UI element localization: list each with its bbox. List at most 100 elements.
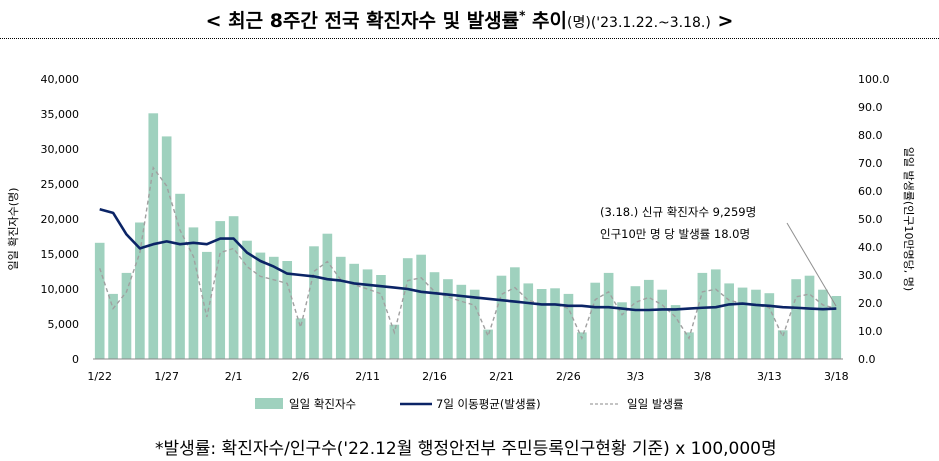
- bar-48: [737, 287, 748, 359]
- x-tick-label-7: 2/26: [556, 370, 581, 383]
- bar-38: [603, 272, 614, 359]
- bar-46: [710, 269, 721, 359]
- x-tick-label-0: 1/22: [87, 370, 112, 383]
- annotation-line-1: (3.18.) 신규 확진자수 9,259명: [600, 205, 756, 219]
- bar-17: [322, 233, 333, 359]
- bar-3: [135, 222, 145, 359]
- bar-51: [777, 330, 788, 359]
- bar-31: [510, 267, 520, 359]
- bar-24: [416, 254, 426, 359]
- bar-34: [550, 288, 560, 359]
- bar-45: [697, 272, 708, 359]
- x-tick-label-4: 2/11: [355, 370, 380, 383]
- bar-0: [94, 242, 105, 359]
- y2-tick-label-8: 80.0: [858, 129, 883, 142]
- bar-20: [362, 269, 373, 359]
- combo-chart: 0 5,000 10,000 15,000 20,000 25,000 30,000 35,0…: [6, 73, 916, 411]
- x-tick-label-10: 3/13: [757, 370, 782, 383]
- y-tick-label-5: 25,000: [41, 178, 80, 191]
- y2-tick-label-6: 60.0: [858, 185, 883, 198]
- bar-19: [349, 263, 359, 359]
- bar-43: [670, 305, 681, 359]
- bar-47: [724, 283, 734, 359]
- y-tick-label-6: 30,000: [41, 143, 80, 156]
- bar-32: [523, 283, 534, 359]
- footnote: *발생률: 확진자수/인구수('22.12월 행정안전부 주민등록인구현황 기준…: [155, 439, 777, 459]
- bar-37: [590, 282, 601, 359]
- legend-item-bars: 일일 확진자수: [255, 397, 356, 411]
- bar-15: [295, 318, 306, 359]
- line-series: [99, 165, 837, 341]
- bar-8: [202, 251, 212, 359]
- y2-axis-label: 일일 발생률(인구10만명당, 명): [902, 147, 916, 291]
- bar-21: [376, 275, 386, 359]
- y-tick-label-3: 15,000: [41, 248, 80, 261]
- chart-title: < 최근 8주간 전국 확진자수 및 발생률* 추이(명)('23.1.22.~…: [205, 8, 734, 32]
- y2-tick-label-1: 10.0: [858, 325, 883, 338]
- x-tick-label-2: 2/1: [225, 370, 243, 383]
- bar-23: [402, 258, 413, 359]
- x-tick-label-8: 3/3: [627, 370, 645, 383]
- legend-item-moving-average: 7일 이동평균(발생률): [400, 397, 541, 411]
- bar-27: [456, 284, 467, 359]
- bar-9: [215, 221, 226, 359]
- bar-10: [228, 216, 239, 359]
- bar-5: [161, 136, 172, 359]
- annotation-leader: [786, 222, 837, 307]
- y-tick-label-4: 20,000: [41, 213, 80, 226]
- y-tick-label-1: 5,000: [48, 318, 80, 331]
- moving-average-line: [99, 207, 837, 312]
- bar-52: [791, 279, 801, 359]
- axes: 0 5,000 10,000 15,000 20,000 25,000 30,000 35,0…: [41, 73, 890, 383]
- bar-6: [175, 193, 185, 359]
- bar-33: [536, 289, 547, 359]
- bar-2: [121, 272, 132, 359]
- y2-tick-label-3: 30.0: [858, 269, 883, 282]
- legend-rate-label: 일일 발생률: [627, 397, 684, 411]
- bar-50: [764, 293, 775, 359]
- bar-13: [268, 256, 279, 359]
- bar-42: [657, 289, 668, 359]
- y-axis-label: 일일 확진자수(명): [6, 188, 20, 271]
- bar-series: [94, 113, 842, 359]
- bar-44: [684, 332, 694, 359]
- y-tick-label-0: 0: [72, 353, 79, 366]
- legend-item-daily-rate: 일일 발생률: [590, 397, 684, 411]
- x-tick-label-9: 3/8: [694, 370, 712, 383]
- bar-36: [577, 332, 587, 359]
- bar-28: [469, 289, 480, 359]
- bar-1: [108, 293, 118, 359]
- bar-29: [483, 329, 493, 359]
- bar-41: [643, 279, 654, 359]
- annotation-line-2: 인구10만 명 당 발생률 18.0명: [600, 227, 750, 241]
- legend: 일일 확진자수 7일 이동평균(발생률) 일일 발생률: [255, 397, 684, 411]
- x-tick-label-3: 2/6: [292, 370, 310, 383]
- y2-tick-label-0: 0.0: [858, 353, 876, 366]
- bar-11: [242, 240, 252, 359]
- legend-bar-swatch: [255, 398, 283, 409]
- bar-26: [443, 279, 453, 359]
- bar-30: [496, 275, 507, 359]
- bar-55: [831, 296, 842, 359]
- bar-53: [804, 275, 815, 359]
- y-tick-label-8: 40,000: [41, 73, 80, 86]
- y-tick-label-7: 35,000: [41, 108, 80, 121]
- legend-ma-label: 7일 이동평균(발생률): [436, 397, 541, 411]
- bar-22: [389, 324, 400, 359]
- bar-39: [617, 302, 627, 359]
- annotation-box: (3.18.) 신규 확진자수 9,259명 인구10만 명 당 발생률 18.…: [600, 205, 837, 307]
- y2-tick-label-9: 90.0: [858, 101, 883, 114]
- x-tick-label-11: 3/18: [824, 370, 849, 383]
- x-tick-label-1: 1/27: [154, 370, 179, 383]
- y2-tick-label-5: 50.0: [858, 213, 883, 226]
- bar-25: [429, 272, 440, 359]
- bar-40: [630, 286, 641, 359]
- y-tick-label-2: 10,000: [41, 283, 80, 296]
- bar-14: [282, 261, 293, 359]
- bar-16: [309, 246, 319, 359]
- bar-4: [148, 113, 159, 359]
- title-divider: [0, 38, 939, 39]
- bar-7: [188, 227, 199, 359]
- y2-tick-label-4: 40.0: [858, 241, 883, 254]
- bar-12: [255, 252, 266, 359]
